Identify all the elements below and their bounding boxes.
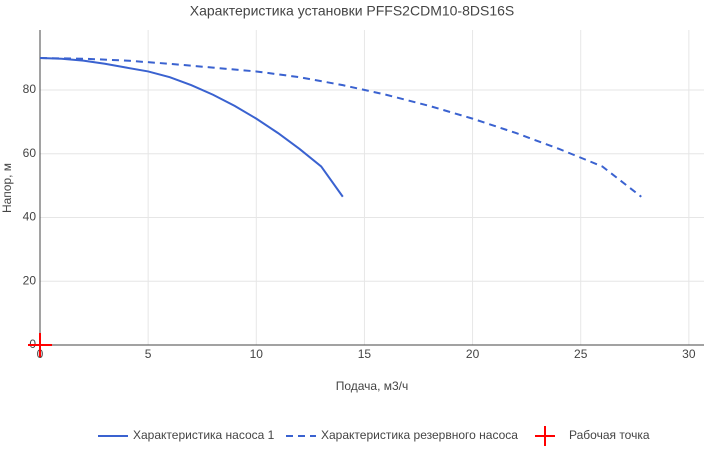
x-tick-label: 20	[466, 347, 480, 361]
series-line	[39, 57, 344, 198]
x-axis-label: Подача, м3/ч	[336, 379, 409, 393]
legend-label: Рабочая точка	[569, 428, 650, 442]
y-tick-label: 80	[23, 82, 37, 96]
series-line	[39, 57, 642, 198]
x-tick-label: 25	[574, 347, 588, 361]
working-point	[28, 333, 52, 357]
chart-title: Характеристика установки PFFS2CDM10-8DS1…	[190, 3, 514, 19]
x-tick-label: 15	[358, 347, 372, 361]
legend-symbol	[535, 426, 555, 446]
x-tick-label: 10	[250, 347, 264, 361]
legend-label: Характеристика насоса 1	[133, 428, 275, 442]
y-axis-label: Напор, м	[0, 163, 14, 213]
y-tick-label: 40	[23, 210, 37, 224]
y-tick-label: 60	[23, 146, 37, 160]
legend-label: Характеристика резервного насоса	[321, 428, 518, 442]
x-tick-label: 30	[682, 347, 696, 361]
y-tick-label: 20	[23, 273, 37, 287]
x-tick-label: 5	[145, 347, 152, 361]
